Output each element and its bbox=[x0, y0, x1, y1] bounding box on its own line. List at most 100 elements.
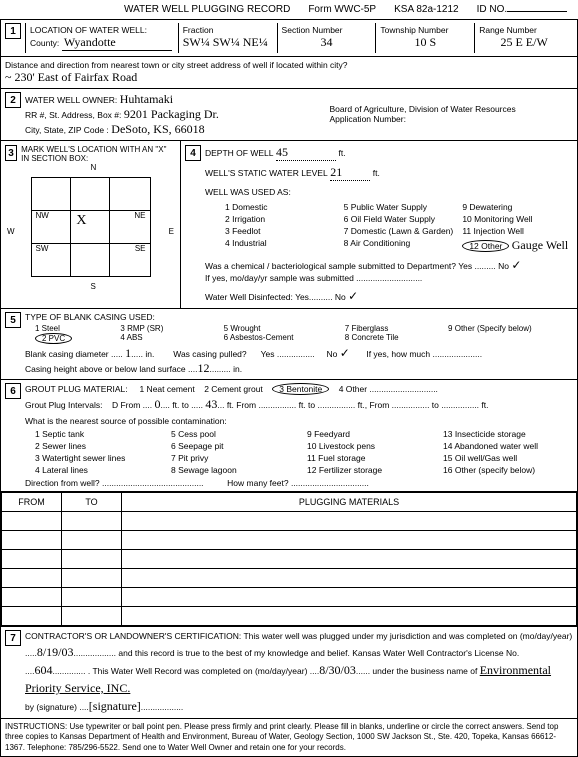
use-opt[interactable]: 7 Domestic (Lawn & Garden) bbox=[344, 225, 455, 237]
use-opt[interactable]: 2 Irrigation bbox=[225, 213, 336, 225]
howmuch: If yes, how much ..................... bbox=[366, 349, 482, 359]
d1[interactable]: 0 bbox=[154, 397, 160, 411]
sig-value[interactable]: [signature] bbox=[89, 699, 141, 713]
grout-opt[interactable]: 2 Cement grout bbox=[204, 384, 263, 394]
grout-opt[interactable]: 4 Other ............................. bbox=[339, 384, 438, 394]
contam-opt[interactable]: 10 Livestock pens bbox=[307, 440, 437, 452]
contam-opt[interactable]: 16 Other (specify below) bbox=[443, 464, 573, 476]
contam-opt[interactable]: 12 Fertilizer storage bbox=[307, 464, 437, 476]
form-page: 1 LOCATION OF WATER WELL: County: Wyando… bbox=[0, 19, 578, 757]
contam-opt[interactable]: 11 Fuel storage bbox=[307, 452, 437, 464]
use-opt[interactable]: 11 Injection Well bbox=[462, 225, 573, 237]
chem-no[interactable]: ✓ bbox=[511, 258, 521, 272]
header-idno: ID NO. bbox=[477, 4, 568, 15]
county-value[interactable]: Wyandotte bbox=[62, 35, 172, 51]
table-row[interactable] bbox=[2, 607, 577, 626]
range-label: Range Number bbox=[479, 25, 569, 35]
header-form: Form WWC-5P bbox=[308, 4, 376, 15]
sec3-title: MARK WELL'S LOCATION WITH AN "X" IN SECT… bbox=[21, 145, 176, 163]
cert-text3: . This Water Well Record was completed o… bbox=[88, 666, 308, 676]
disinf-no[interactable]: ✓ bbox=[348, 289, 358, 303]
sec6-title: GROUT PLUG MATERIAL: bbox=[25, 384, 128, 394]
addr-value[interactable]: 9201 Packaging Dr. bbox=[124, 107, 219, 121]
pulled-yes[interactable]: Yes ................ bbox=[261, 349, 315, 359]
contam-opt[interactable]: 9 Feedyard bbox=[307, 428, 437, 440]
contam-opt[interactable]: 13 Insecticide storage bbox=[443, 428, 573, 440]
casing-opt[interactable]: 2 PVC bbox=[35, 333, 106, 344]
uses-list: 1 Domestic 2 Irrigation 3 Feedlot 4 Indu… bbox=[225, 201, 573, 254]
owner-value[interactable]: Huhtamaki bbox=[120, 92, 173, 106]
city-value[interactable]: DeSoto, KS, 66018 bbox=[111, 122, 204, 136]
form-header: WATER WELL PLUGGING RECORD Form WWC-5P K… bbox=[0, 0, 578, 19]
dir-e: E bbox=[169, 227, 174, 236]
section-value[interactable]: 34 bbox=[282, 35, 372, 50]
section-box[interactable]: NW NE SW SE X bbox=[31, 177, 151, 277]
use-opt[interactable]: 1 Domestic bbox=[225, 201, 336, 213]
table-row[interactable] bbox=[2, 550, 577, 569]
contam-opt[interactable]: 2 Sewer lines bbox=[35, 440, 165, 452]
section-1-distance: Distance and direction from nearest town… bbox=[1, 57, 577, 89]
casing-opt[interactable]: 1 Steel bbox=[35, 324, 106, 333]
use-opt[interactable]: 9 Dewatering bbox=[462, 201, 573, 213]
pulled-no[interactable]: No bbox=[327, 349, 338, 359]
static-value[interactable]: 21 bbox=[330, 165, 370, 181]
owner-label: WATER WELL OWNER: bbox=[25, 95, 117, 105]
contam-opt[interactable]: 7 Pit privy bbox=[171, 452, 301, 464]
chem-q: Was a chemical / bacteriological sample … bbox=[205, 261, 509, 271]
dir-se: SE bbox=[135, 244, 146, 253]
casing-opt[interactable]: 9 Other (Specify below) bbox=[448, 324, 573, 333]
casing-opt[interactable]: 7 Fiberglass bbox=[345, 324, 434, 333]
contam-opt[interactable]: 8 Sewage lagoon bbox=[171, 464, 301, 476]
cert-date1[interactable]: 8/19/03 bbox=[37, 645, 74, 659]
height-value[interactable]: 12 bbox=[197, 361, 209, 375]
sec2-num: 2 bbox=[5, 92, 21, 108]
use-opt[interactable]: 12 Other Gauge Well bbox=[462, 237, 573, 254]
contam-opt[interactable]: 3 Watertight sewer lines bbox=[35, 452, 165, 464]
d2[interactable]: 43 bbox=[205, 397, 217, 411]
range-value[interactable]: 25 E E/W bbox=[479, 35, 569, 50]
fraction-value[interactable]: SW¼ SW¼ NE¼ bbox=[183, 35, 273, 50]
contam-opt[interactable]: 15 Oil well/Gas well bbox=[443, 452, 573, 464]
use-opt[interactable]: 4 Industrial bbox=[225, 237, 336, 249]
cert-date2[interactable]: 8/30/03 bbox=[319, 663, 356, 677]
casing-opt[interactable]: 5 Wrought bbox=[224, 324, 331, 333]
casing-opt[interactable]: 4 ABS bbox=[120, 333, 209, 342]
section-6: 6 GROUT PLUG MATERIAL: 1 Neat cement 2 C… bbox=[1, 380, 577, 492]
use-opt[interactable]: 6 Oil Field Water Supply bbox=[344, 213, 455, 225]
use-opt[interactable]: 8 Air Conditioning bbox=[344, 237, 455, 249]
depth-value[interactable]: 45 bbox=[276, 145, 336, 161]
use-opt[interactable]: 5 Public Water Supply bbox=[344, 201, 455, 213]
addr-label: RR #, St. Address, Box #: bbox=[25, 110, 121, 120]
contam-opt[interactable]: 5 Cess pool bbox=[171, 428, 301, 440]
table-row[interactable] bbox=[2, 531, 577, 550]
table-row[interactable] bbox=[2, 512, 577, 531]
dir-ne: NE bbox=[134, 211, 145, 220]
city-label: City, State, ZIP Code : bbox=[25, 125, 109, 135]
plugging-table-row: FROM TO PLUGGING MATERIALS bbox=[1, 492, 577, 627]
distance-value[interactable]: ~ 230' East of Fairfax Road bbox=[5, 70, 573, 85]
contam-opt[interactable]: 14 Abandoned water well bbox=[443, 440, 573, 452]
casing-opt[interactable]: 6 Asbestos-Cement bbox=[224, 333, 331, 342]
contam-opt[interactable]: 4 Lateral lines bbox=[35, 464, 165, 476]
contam-opt[interactable]: 1 Septic tank bbox=[35, 428, 165, 440]
table-row[interactable] bbox=[2, 588, 577, 607]
dia-value[interactable]: 1 bbox=[125, 346, 131, 360]
contam-opt[interactable]: 6 Seepage pit bbox=[171, 440, 301, 452]
casing-opt[interactable]: 3 RMP (SR) bbox=[120, 324, 209, 333]
use-opt[interactable]: 3 Feedlot bbox=[225, 225, 336, 237]
table-row[interactable] bbox=[2, 569, 577, 588]
grout-opt[interactable]: 1 Neat cement bbox=[139, 384, 194, 394]
dia-unit: in. bbox=[145, 349, 154, 359]
depth-label: DEPTH OF WELL bbox=[205, 148, 273, 158]
sec1-num: 1 bbox=[5, 23, 21, 39]
used-label: WELL WAS USED AS: bbox=[205, 187, 573, 197]
use-opt[interactable]: 10 Monitoring Well bbox=[462, 213, 573, 225]
sec6-num: 6 bbox=[5, 383, 21, 399]
township-value[interactable]: 10 S bbox=[380, 35, 470, 50]
from1: D From .... bbox=[112, 400, 152, 410]
cert-lic[interactable]: 604 bbox=[34, 663, 52, 677]
cert-text: CONTRACTOR'S OR LANDOWNER'S CERTIFICATIO… bbox=[25, 631, 572, 641]
to1: ft. to ..... bbox=[172, 400, 203, 410]
grout-opt[interactable]: 3 Bentonite bbox=[272, 383, 329, 395]
casing-opt[interactable]: 8 Concrete Tile bbox=[345, 333, 434, 342]
